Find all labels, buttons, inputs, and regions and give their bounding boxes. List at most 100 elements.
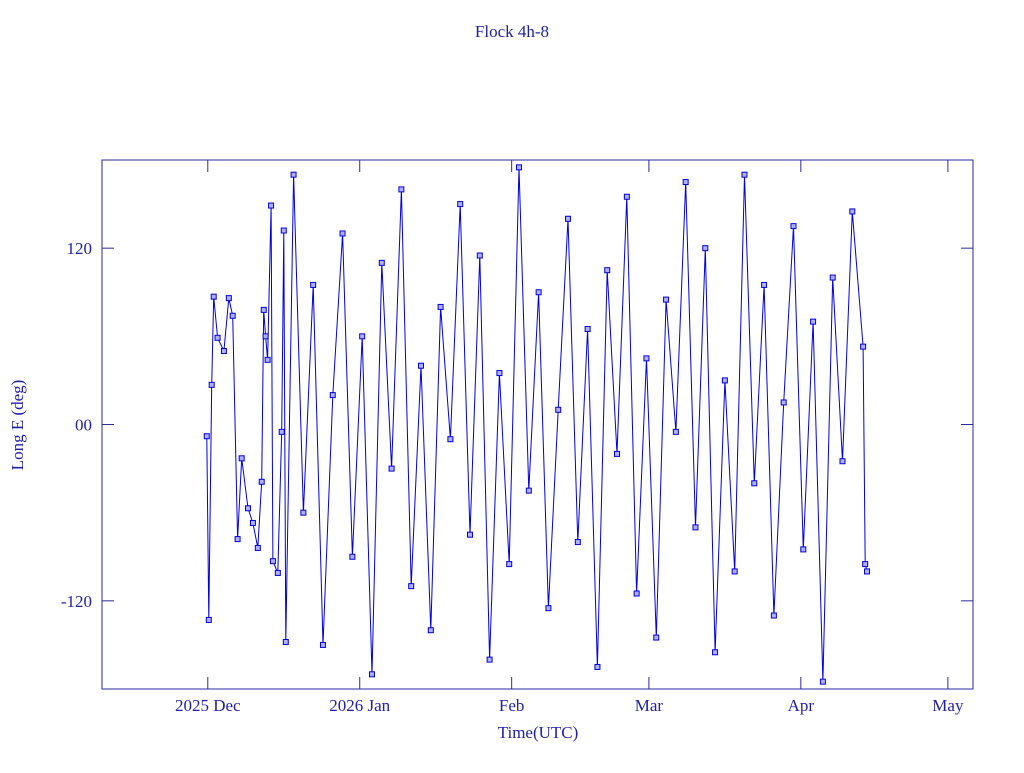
x-tick-label: Mar xyxy=(635,696,664,715)
point-marker xyxy=(780,399,787,406)
x-tick-label: Apr xyxy=(788,696,815,715)
point-marker xyxy=(234,536,241,543)
point-marker xyxy=(770,612,777,619)
chart-title: Flock 4h-8 xyxy=(475,22,549,41)
point-marker xyxy=(268,202,275,209)
point-marker xyxy=(264,356,271,363)
point-marker xyxy=(210,293,217,300)
y-tick-label: 00 xyxy=(75,416,92,435)
point-marker xyxy=(417,362,424,369)
point-marker xyxy=(663,296,670,303)
point-marker xyxy=(496,370,503,377)
point-marker xyxy=(339,230,346,237)
point-marker xyxy=(712,649,719,656)
x-tick-label: 2026 Jan xyxy=(329,696,390,715)
point-marker xyxy=(810,318,817,325)
point-marker xyxy=(731,568,738,575)
point-marker xyxy=(203,433,210,440)
y-tick-label: -120 xyxy=(61,592,92,611)
x-tick-label: Feb xyxy=(499,696,525,715)
point-marker xyxy=(761,281,768,288)
x-tick-label: May xyxy=(932,696,964,715)
point-marker xyxy=(516,164,523,171)
point-marker xyxy=(447,436,454,443)
point-marker xyxy=(682,179,689,186)
point-marker xyxy=(262,333,269,340)
point-marker xyxy=(476,252,483,259)
point-marker xyxy=(623,193,630,200)
point-marker xyxy=(282,638,289,645)
point-marker xyxy=(604,267,611,274)
point-marker xyxy=(535,289,542,296)
point-marker xyxy=(229,312,236,319)
point-marker xyxy=(692,524,699,531)
point-marker xyxy=(238,455,245,462)
point-marker xyxy=(702,245,709,252)
point-marker xyxy=(849,208,856,215)
point-marker xyxy=(220,348,227,355)
point-marker xyxy=(205,616,212,623)
point-marker xyxy=(594,663,601,670)
point-marker xyxy=(860,343,867,350)
point-marker xyxy=(862,561,869,568)
x-tick-label: 2025 Dec xyxy=(175,696,241,715)
point-marker xyxy=(437,303,444,310)
point-marker xyxy=(225,295,232,302)
point-marker xyxy=(398,186,405,193)
point-marker xyxy=(329,392,336,399)
point-marker xyxy=(214,334,221,341)
point-marker xyxy=(751,480,758,487)
point-marker xyxy=(486,656,493,663)
point-marker xyxy=(653,634,660,641)
point-marker xyxy=(349,553,356,560)
point-marker xyxy=(506,561,513,568)
point-marker xyxy=(614,450,621,457)
point-marker xyxy=(457,201,464,208)
y-tick-label: 120 xyxy=(67,239,93,258)
point-marker xyxy=(790,223,797,230)
point-marker xyxy=(388,465,395,472)
point-marker xyxy=(467,531,474,538)
point-marker xyxy=(260,306,267,313)
point-marker xyxy=(300,509,307,516)
point-marker xyxy=(584,325,591,332)
point-marker xyxy=(408,583,415,590)
point-marker xyxy=(359,333,366,340)
point-marker xyxy=(274,569,281,576)
point-marker xyxy=(643,355,650,362)
plot-frame xyxy=(101,159,974,690)
point-marker xyxy=(427,627,434,634)
point-marker xyxy=(310,281,317,288)
point-marker xyxy=(249,519,256,526)
point-marker xyxy=(839,458,846,465)
x-axis-label: Time(UTC) xyxy=(498,723,579,742)
point-marker xyxy=(864,568,871,575)
point-marker xyxy=(819,678,826,685)
point-marker xyxy=(319,641,326,648)
point-marker xyxy=(278,428,285,435)
point-marker xyxy=(829,274,836,281)
point-marker xyxy=(254,544,261,551)
point-marker xyxy=(672,428,679,435)
point-marker xyxy=(574,539,581,546)
point-marker xyxy=(545,605,552,612)
point-marker xyxy=(269,558,276,565)
point-marker xyxy=(280,227,287,234)
point-marker xyxy=(555,406,562,413)
point-marker xyxy=(290,171,297,178)
point-marker xyxy=(368,671,375,678)
point-marker xyxy=(258,478,265,485)
y-axis-label: Long E (deg) xyxy=(8,380,27,471)
point-marker xyxy=(565,215,572,222)
point-marker xyxy=(633,590,640,597)
plot-area xyxy=(203,164,871,685)
point-marker xyxy=(741,171,748,178)
point-marker xyxy=(245,505,252,512)
point-marker xyxy=(378,259,385,266)
point-marker xyxy=(721,377,728,384)
point-marker xyxy=(208,381,215,388)
series-line xyxy=(206,167,868,682)
point-marker xyxy=(800,546,807,553)
point-marker xyxy=(525,487,532,494)
